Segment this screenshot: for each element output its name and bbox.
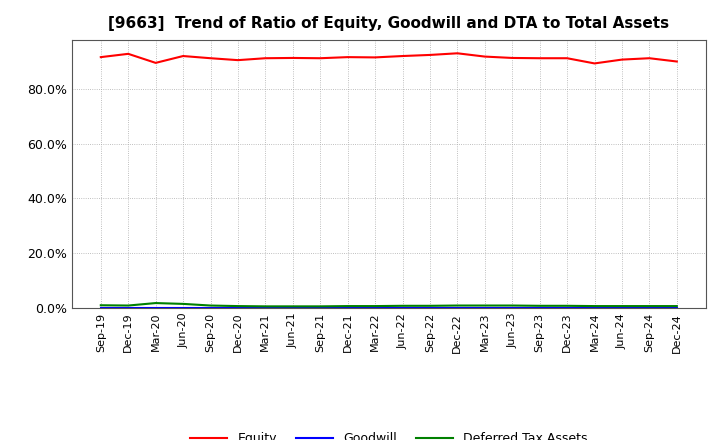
Deferred Tax Assets	[151, 301, 160, 306]
Equity	[316, 55, 325, 61]
Equity	[453, 51, 462, 56]
Goodwill	[233, 305, 242, 311]
Goodwill	[536, 305, 544, 311]
Deferred Tax Assets	[179, 301, 187, 307]
Line: Equity: Equity	[101, 53, 677, 63]
Deferred Tax Assets	[233, 304, 242, 309]
Deferred Tax Assets	[645, 304, 654, 309]
Equity	[289, 55, 297, 61]
Deferred Tax Assets	[672, 304, 681, 309]
Goodwill	[206, 305, 215, 311]
Deferred Tax Assets	[480, 303, 489, 308]
Goodwill	[590, 305, 599, 311]
Goodwill	[645, 305, 654, 311]
Goodwill	[289, 305, 297, 311]
Equity	[371, 55, 379, 60]
Goodwill	[343, 305, 352, 311]
Equity	[261, 55, 270, 61]
Deferred Tax Assets	[206, 303, 215, 308]
Deferred Tax Assets	[371, 304, 379, 309]
Goodwill	[316, 305, 325, 311]
Goodwill	[124, 305, 132, 311]
Equity	[590, 61, 599, 66]
Equity	[480, 54, 489, 59]
Goodwill	[179, 305, 187, 311]
Deferred Tax Assets	[398, 303, 407, 308]
Goodwill	[398, 305, 407, 311]
Goodwill	[371, 305, 379, 311]
Goodwill	[151, 305, 160, 311]
Equity	[124, 51, 132, 56]
Deferred Tax Assets	[590, 304, 599, 309]
Deferred Tax Assets	[536, 303, 544, 308]
Deferred Tax Assets	[426, 303, 434, 308]
Equity	[426, 52, 434, 58]
Equity	[233, 58, 242, 63]
Goodwill	[672, 305, 681, 311]
Goodwill	[508, 305, 516, 311]
Deferred Tax Assets	[618, 304, 626, 309]
Deferred Tax Assets	[453, 303, 462, 308]
Equity	[179, 53, 187, 59]
Goodwill	[563, 305, 572, 311]
Equity	[645, 55, 654, 61]
Deferred Tax Assets	[261, 304, 270, 309]
Equity	[398, 53, 407, 59]
Equity	[536, 55, 544, 61]
Line: Deferred Tax Assets: Deferred Tax Assets	[101, 303, 677, 306]
Equity	[96, 55, 105, 60]
Deferred Tax Assets	[343, 304, 352, 309]
Equity	[151, 60, 160, 66]
Goodwill	[426, 305, 434, 311]
Goodwill	[261, 305, 270, 311]
Goodwill	[96, 305, 105, 311]
Title: [9663]  Trend of Ratio of Equity, Goodwill and DTA to Total Assets: [9663] Trend of Ratio of Equity, Goodwil…	[108, 16, 670, 32]
Deferred Tax Assets	[563, 303, 572, 308]
Deferred Tax Assets	[124, 303, 132, 308]
Deferred Tax Assets	[316, 304, 325, 309]
Equity	[618, 57, 626, 62]
Equity	[343, 55, 352, 60]
Goodwill	[453, 305, 462, 311]
Deferred Tax Assets	[289, 304, 297, 309]
Deferred Tax Assets	[96, 303, 105, 308]
Equity	[672, 59, 681, 64]
Deferred Tax Assets	[508, 303, 516, 308]
Equity	[563, 55, 572, 61]
Legend: Equity, Goodwill, Deferred Tax Assets: Equity, Goodwill, Deferred Tax Assets	[185, 427, 593, 440]
Goodwill	[618, 305, 626, 311]
Equity	[508, 55, 516, 61]
Goodwill	[480, 305, 489, 311]
Equity	[206, 55, 215, 61]
